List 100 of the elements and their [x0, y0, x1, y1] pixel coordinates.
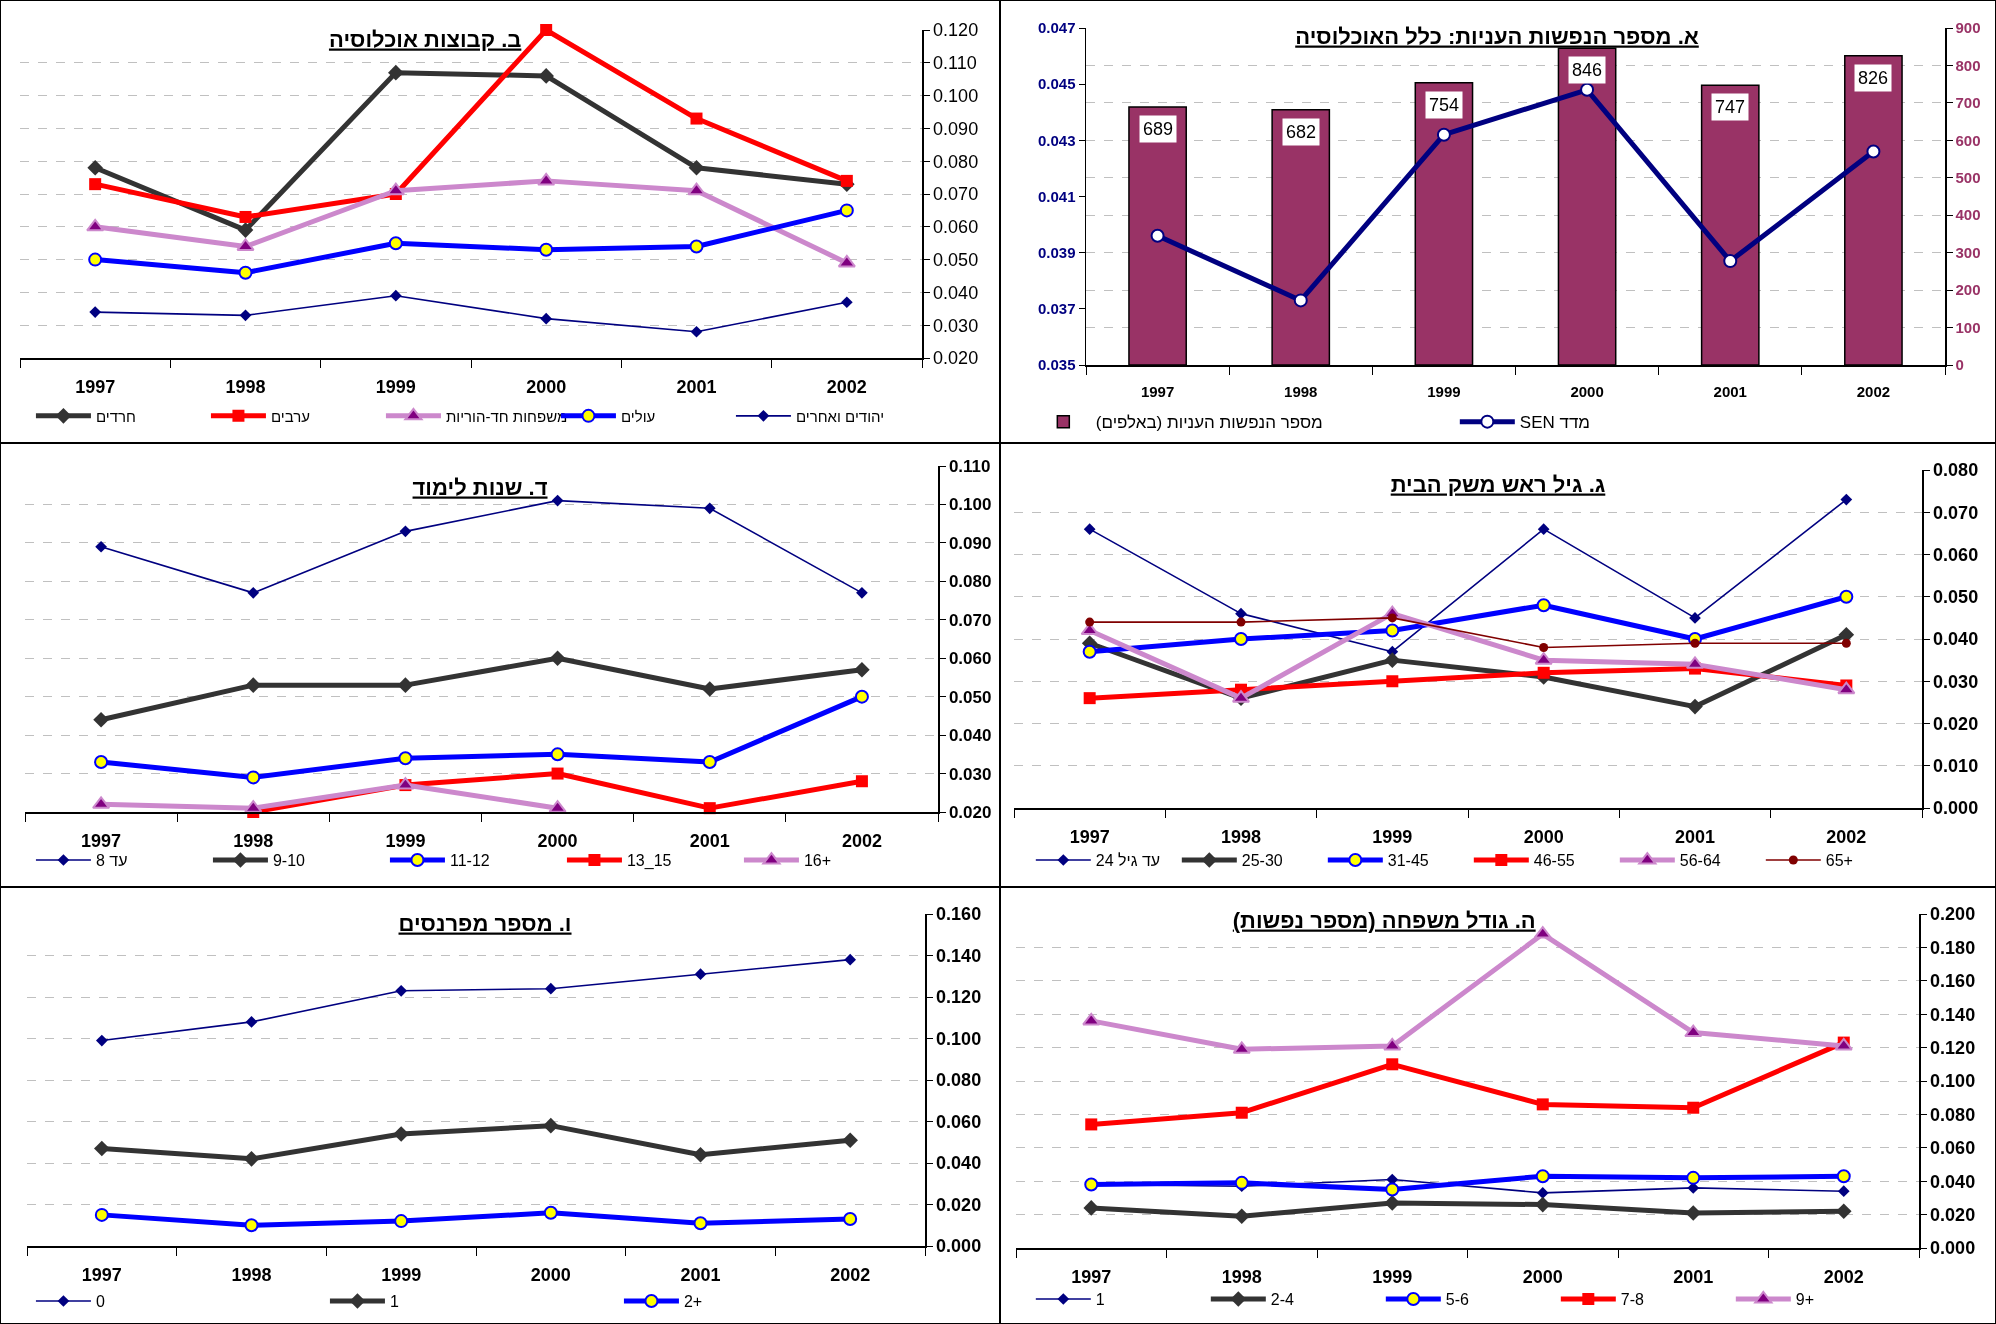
point	[1580, 82, 1595, 97]
point	[395, 984, 408, 997]
point	[540, 312, 553, 325]
y-tick-label: 700	[1955, 94, 1981, 112]
point	[1535, 1169, 1550, 1184]
x-tick-label: 2002	[830, 1265, 871, 1286]
point	[702, 755, 717, 770]
y-tick-label: 300	[1955, 243, 1981, 261]
y-tick-label: 0.070	[1933, 502, 1979, 523]
x-tick-label: 1998	[1284, 382, 1318, 400]
point	[543, 1117, 559, 1134]
x-tick-label: 2000	[1523, 827, 1564, 848]
y-tick-label: 0.090	[948, 533, 992, 553]
legend-label: 25-30	[1241, 852, 1283, 870]
point	[1687, 698, 1703, 715]
point	[1836, 1169, 1851, 1184]
legend-label: 65+	[1825, 852, 1853, 870]
y-tick-label: 200	[1955, 281, 1981, 299]
x-tick-label: 1999	[385, 831, 426, 852]
x-tick-label: 2002	[841, 831, 882, 852]
x-tick-label: 2001	[1673, 1267, 1714, 1288]
x-tick-label: 2001	[689, 831, 730, 852]
x-tick-label: 2001	[1713, 382, 1747, 400]
point	[544, 982, 557, 995]
point	[551, 494, 564, 507]
point	[89, 306, 102, 318]
chart-title: ב. קבוצות אוכלוסיה	[328, 26, 522, 52]
legend-label: 2-4	[1270, 1291, 1295, 1309]
y-tick-label: 0.030	[1933, 671, 1979, 692]
y2-tick-label: 0.045	[1037, 75, 1076, 93]
point	[1686, 1170, 1701, 1185]
legend-label: 7-8	[1620, 1291, 1645, 1309]
point	[1234, 1175, 1249, 1190]
point	[1384, 652, 1401, 668]
point	[1723, 254, 1738, 269]
data-label: 846	[1572, 60, 1603, 80]
point	[1839, 589, 1854, 604]
point	[1085, 617, 1095, 627]
point	[89, 178, 102, 191]
y-tick-label: 0	[1955, 356, 1964, 374]
point	[551, 767, 564, 780]
x-tick-label: 1997	[1069, 827, 1110, 848]
x-tick-label: 1997	[81, 1265, 122, 1286]
point	[244, 1218, 259, 1233]
y-tick-label: 0.000	[936, 1236, 982, 1257]
point	[1150, 228, 1165, 243]
point	[549, 650, 566, 667]
y-tick-label: 0.050	[948, 687, 992, 707]
legend-label: 16+	[803, 852, 832, 870]
x-tick-label: 1999	[1427, 382, 1461, 400]
y-tick-label: 0.020	[1933, 713, 1979, 734]
legend-label: 9-10	[272, 852, 306, 870]
chart-title: ה. גודל משפחה (מספר נפשות)	[1232, 907, 1536, 933]
x-tick-label: 2000	[526, 377, 567, 398]
point	[87, 159, 103, 176]
point	[550, 747, 565, 762]
point	[1436, 127, 1451, 142]
point	[703, 502, 716, 515]
x-tick-label: 1998	[231, 1265, 272, 1286]
point	[88, 252, 103, 267]
y2-tick-label: 0.037	[1037, 300, 1076, 318]
point	[1684, 1024, 1703, 1038]
y-tick-label: 0.100	[1930, 1071, 1976, 1092]
y2-tick-label: 0.047	[1037, 19, 1076, 37]
point	[245, 1016, 258, 1028]
y2-tick-label: 0.043	[1037, 131, 1076, 149]
point	[397, 677, 414, 693]
data-label: 747	[1715, 97, 1746, 117]
y-tick-label: 0.050	[933, 249, 979, 270]
y-tick-label: 0.030	[933, 315, 979, 336]
x-tick-label: 1999	[1372, 827, 1413, 848]
legend-label: 56-64	[1679, 852, 1721, 870]
y-tick-label: 900	[1955, 19, 1981, 37]
point	[1234, 632, 1248, 646]
x-tick-label: 2001	[1674, 827, 1716, 848]
y-tick-label: 0.090	[933, 118, 979, 139]
point	[844, 953, 857, 966]
y-tick-label: 0.000	[1930, 1238, 1976, 1259]
point	[1082, 1012, 1101, 1026]
point	[1083, 523, 1096, 535]
point	[1233, 1208, 1250, 1225]
point	[86, 218, 105, 232]
chart-title: ד. שנות לימוד	[412, 474, 548, 500]
x-tick-label: 2000	[530, 1265, 571, 1286]
y-tick-label: 600	[1955, 131, 1981, 149]
point	[1083, 692, 1096, 705]
y-tick-label: 0.160	[936, 904, 982, 925]
y-tick-label: 0.140	[936, 945, 982, 966]
point	[687, 182, 706, 196]
x-tick-label: 1998	[1221, 1267, 1262, 1288]
point	[247, 587, 260, 599]
legend-label: 1	[1095, 1291, 1105, 1309]
point	[1687, 1101, 1700, 1114]
y-tick-label: 0.080	[936, 1070, 982, 1091]
legend-label: ערבים	[270, 407, 310, 425]
x-tick-label: 1998	[225, 377, 266, 398]
point	[394, 1214, 409, 1229]
x-tick-label: 1998	[233, 831, 274, 852]
legend-label: 31-45	[1387, 852, 1429, 870]
y-tick-label: 0.060	[1930, 1138, 1976, 1159]
